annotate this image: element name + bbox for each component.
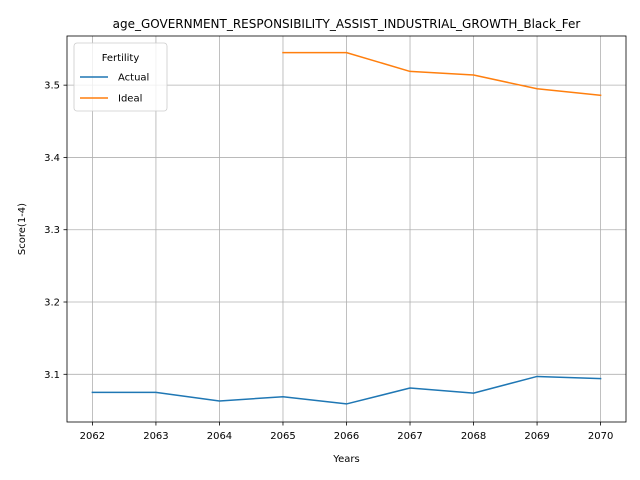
y-tick-label: 3.4 <box>44 153 60 164</box>
y-tick-label: 3.1 <box>44 370 60 381</box>
x-axis: 2062 2063 2064 2065 2066 2067 2068 2069 2070 <box>80 422 613 442</box>
x-tick-label: 2069 <box>524 431 549 442</box>
legend-box <box>73 42 168 112</box>
y-axis: 3.1 3.2 3.3 3.4 3.5 <box>44 81 67 381</box>
chart-title: age_GOVERNMENT_RESPONSIBILITY_ASSIST_IND… <box>113 17 581 31</box>
y-tick-label: 3.5 <box>44 81 60 92</box>
legend-label-actual: Actual <box>118 73 149 84</box>
x-tick-label: 2065 <box>270 431 295 442</box>
series-lines <box>91 51 602 405</box>
x-tick-label: 2062 <box>80 431 105 442</box>
x-tick-label: 2067 <box>397 431 422 442</box>
grid-lines <box>67 36 626 422</box>
legend: Fertility Actual Ideal <box>73 42 168 112</box>
legend-label-ideal: Ideal <box>118 94 142 105</box>
y-axis-label: Score(1-4) <box>17 203 28 255</box>
x-tick-label: 2070 <box>588 431 613 442</box>
x-axis-label: Years <box>332 454 359 465</box>
x-tick-label: 2068 <box>461 431 486 442</box>
x-tick-label: 2063 <box>143 431 168 442</box>
series-line-actual <box>91 375 602 405</box>
series-line-ideal <box>282 51 602 97</box>
x-tick-label: 2064 <box>207 431 232 442</box>
x-tick-label: 2066 <box>334 431 359 442</box>
y-tick-label: 3.2 <box>44 298 60 309</box>
legend-title: Fertility <box>102 53 140 64</box>
y-tick-label: 3.3 <box>44 225 60 236</box>
